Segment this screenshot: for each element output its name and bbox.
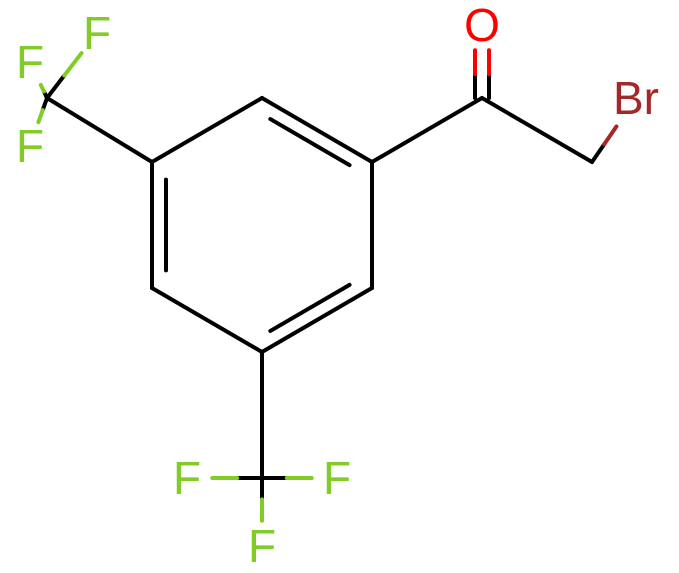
- atom-f: F: [173, 452, 201, 504]
- atom-br: Br: [613, 72, 659, 124]
- atom-f: F: [16, 36, 44, 88]
- molecule-diagram: OBrFFFFFF: [0, 0, 679, 573]
- atom-o: O: [464, 0, 500, 51]
- atom-f: F: [16, 120, 44, 172]
- atom-f: F: [248, 520, 276, 572]
- atom-f: F: [83, 7, 111, 59]
- atom-f: F: [323, 452, 351, 504]
